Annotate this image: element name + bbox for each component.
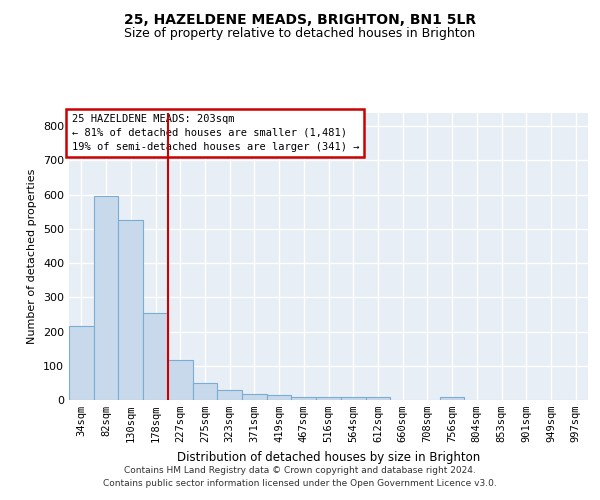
Bar xyxy=(316,397,341,400)
Bar xyxy=(365,397,390,400)
Text: Size of property relative to detached houses in Brighton: Size of property relative to detached ho… xyxy=(124,28,476,40)
Bar xyxy=(193,383,217,400)
Text: Contains HM Land Registry data © Crown copyright and database right 2024.
Contai: Contains HM Land Registry data © Crown c… xyxy=(103,466,497,487)
Bar xyxy=(267,395,292,400)
Bar xyxy=(440,398,464,400)
Bar xyxy=(168,360,193,400)
Bar xyxy=(143,314,168,400)
Bar xyxy=(292,396,316,400)
Bar xyxy=(217,390,242,400)
X-axis label: Distribution of detached houses by size in Brighton: Distribution of detached houses by size … xyxy=(177,450,480,464)
Bar xyxy=(118,220,143,400)
Bar xyxy=(94,196,118,400)
Text: 25 HAZELDENE MEADS: 203sqm
← 81% of detached houses are smaller (1,481)
19% of s: 25 HAZELDENE MEADS: 203sqm ← 81% of deta… xyxy=(71,114,359,152)
Bar xyxy=(69,326,94,400)
Y-axis label: Number of detached properties: Number of detached properties xyxy=(28,168,37,344)
Text: 25, HAZELDENE MEADS, BRIGHTON, BN1 5LR: 25, HAZELDENE MEADS, BRIGHTON, BN1 5LR xyxy=(124,12,476,26)
Bar xyxy=(242,394,267,400)
Bar xyxy=(341,397,365,400)
